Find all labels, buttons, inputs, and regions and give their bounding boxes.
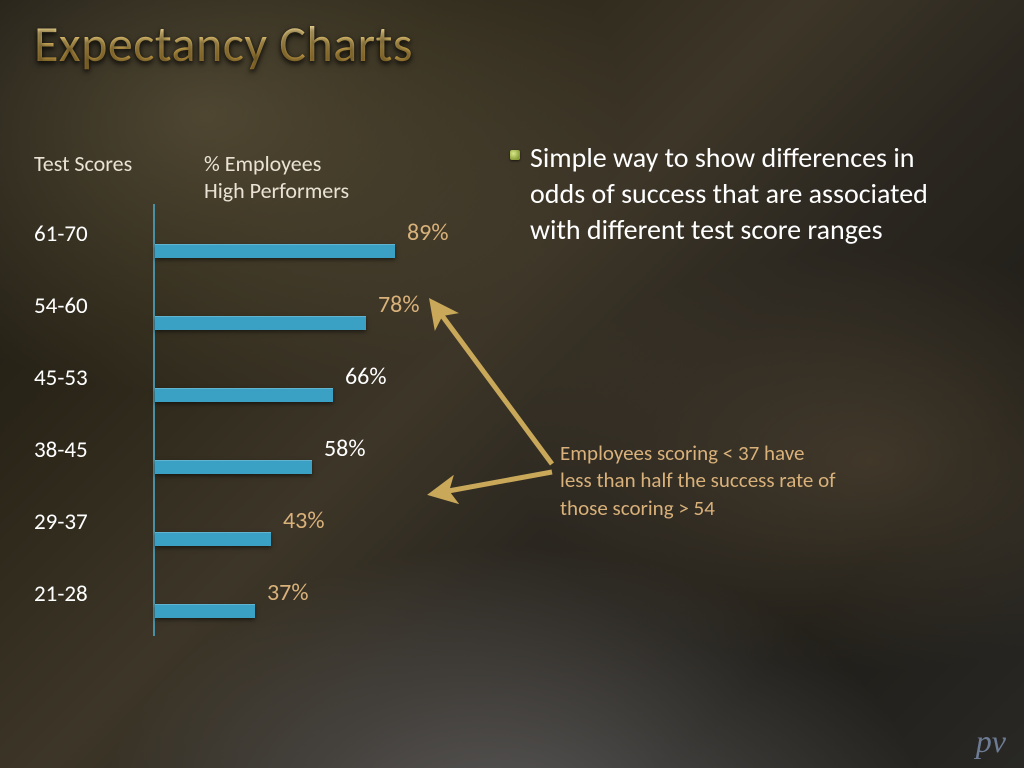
- bar-value-label: 89%: [407, 218, 448, 247]
- bar-wrap: [155, 244, 395, 258]
- score-range-label: 29-37: [34, 508, 144, 536]
- score-range-label: 45-53: [34, 364, 144, 392]
- table-row: 54-60 78%: [34, 282, 464, 354]
- bar: [155, 604, 255, 618]
- bar-wrap: [155, 604, 255, 618]
- column-header-percent: % Employees High Performers: [154, 150, 464, 204]
- table-row: 45-53 66%: [34, 354, 464, 426]
- score-range-label: 21-28: [34, 580, 144, 608]
- column-header-percent-l1: % Employees: [204, 150, 321, 177]
- expectancy-chart: Test Scores % Employees High Performers …: [34, 150, 464, 642]
- bar-value-label: 58%: [324, 434, 365, 463]
- bar-value-label: 66%: [345, 362, 386, 391]
- bullet-icon: [510, 150, 520, 160]
- bar: [155, 388, 333, 402]
- score-range-label: 38-45: [34, 436, 144, 464]
- bar-wrap: [155, 460, 312, 474]
- score-range-label: 54-60: [34, 292, 144, 320]
- bar: [155, 460, 312, 474]
- table-row: 29-37 43%: [34, 498, 464, 570]
- bar-value-label: 37%: [267, 578, 308, 607]
- bar-wrap: [155, 532, 271, 546]
- bar-value-label: 43%: [283, 506, 324, 535]
- table-row: 38-45 58%: [34, 426, 464, 498]
- column-header-scores: Test Scores: [34, 150, 154, 204]
- bar-value-label: 78%: [378, 290, 419, 319]
- bar: [155, 244, 395, 258]
- slide-title: Expectancy Charts: [34, 14, 413, 75]
- score-range-label: 61-70: [34, 220, 144, 248]
- bullet-text: Simple way to show differences in odds o…: [530, 140, 970, 247]
- bar: [155, 316, 366, 330]
- table-row: 61-70 89%: [34, 210, 464, 282]
- chart-rows: 61-70 89% 54-60 78% 45-53 66% 38-45 58% 29-37 43%…: [34, 210, 464, 642]
- table-row: 21-28 37%: [34, 570, 464, 642]
- callout-text: Employees scoring < 37 have less than ha…: [560, 440, 840, 522]
- bar-wrap: [155, 316, 366, 330]
- bar: [155, 532, 271, 546]
- watermark: pv: [976, 723, 1006, 760]
- bullet-block: Simple way to show differences in odds o…: [530, 140, 970, 247]
- column-header-percent-l2: High Performers: [204, 177, 464, 204]
- bar-wrap: [155, 388, 333, 402]
